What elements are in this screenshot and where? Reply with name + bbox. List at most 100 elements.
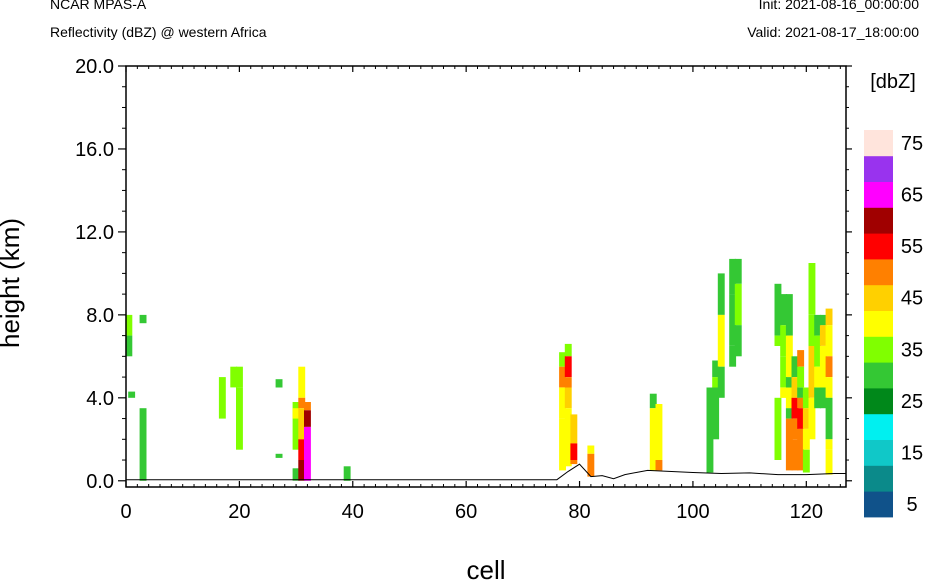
reflectivity-cell <box>808 397 816 440</box>
reflectivity-cell <box>712 360 720 378</box>
reflectivity-cell <box>819 387 827 409</box>
reflectivity-cell <box>825 439 833 450</box>
reflectivity-cell <box>655 460 663 471</box>
y-tick-label: 20.0 <box>75 56 114 78</box>
reflectivity-cell <box>729 346 737 367</box>
reflectivity-cell <box>298 408 306 440</box>
reflectivity-cell <box>717 314 725 367</box>
reflectivity-cell <box>797 387 805 398</box>
reflectivity-cell <box>343 466 351 481</box>
reflectivity-cell <box>780 294 788 326</box>
y-axis-label: height (km) <box>0 218 25 348</box>
reflectivity-cell <box>125 335 133 357</box>
y-tick-label: 4.0 <box>86 388 114 410</box>
axes: 0 20 40 60 80 100 120 0.0 4.0 8.0 12.0 16.0 20.0 <box>75 56 852 523</box>
reflectivity-cells <box>125 258 833 481</box>
reflectivity-cell <box>791 439 799 471</box>
colorbar-tick-label: 75 <box>901 133 923 155</box>
colorbar-swatch <box>864 465 893 492</box>
x-axis-label: cell <box>466 555 505 580</box>
reflectivity-cell <box>808 263 816 315</box>
model-title: NCAR MPAS-A <box>50 0 147 12</box>
colorbar-tick-label: 5 <box>906 494 917 516</box>
reflectivity-cell <box>819 346 827 388</box>
reflectivity-cell <box>774 283 782 336</box>
terrain <box>126 463 846 481</box>
reflectivity-cell <box>825 377 833 398</box>
colorbar-tick-label: 25 <box>901 391 923 413</box>
init-time: Init: 2021-08-16_00:00:00 <box>758 0 919 12</box>
colorbar-tick-label: 15 <box>901 443 923 465</box>
reflectivity-cell <box>275 379 283 388</box>
reflectivity-cell <box>780 387 788 398</box>
reflectivity-cell <box>797 350 805 367</box>
reflectivity-cell <box>587 445 595 454</box>
reflectivity-cell <box>802 408 810 429</box>
plot-frame <box>125 65 847 488</box>
colorbar-swatch <box>864 413 893 440</box>
reflectivity-cell <box>785 294 793 336</box>
reflectivity-cell <box>785 335 793 378</box>
reflectivity-cell <box>717 366 725 398</box>
x-tick-label: 100 <box>676 501 709 523</box>
reflectivity-cell <box>717 273 725 315</box>
colorbar-swatch <box>864 130 893 157</box>
reflectivity-cell <box>298 366 306 398</box>
reflectivity-cell <box>785 428 793 471</box>
colorbar: 5 15 25 35 45 55 65 75 <box>864 130 923 518</box>
reflectivity-cell <box>292 468 300 481</box>
reflectivity-cell <box>734 283 742 326</box>
reflectivity-cell <box>712 387 720 440</box>
x-tick-label: 120 <box>790 501 823 523</box>
reflectivity-cell <box>236 387 243 450</box>
reflectivity-cell <box>791 418 799 440</box>
valid-time: Valid: 2021-08-17_18:00:00 <box>747 24 919 40</box>
reflectivity-cell <box>275 453 283 458</box>
colorbar-tick-label: 65 <box>901 185 923 207</box>
reflectivity-cell <box>729 258 737 295</box>
reflectivity-cell <box>304 426 311 481</box>
x-tick-label: 80 <box>568 501 590 523</box>
reflectivity-cell <box>218 377 226 419</box>
reflectivity-cell <box>785 408 793 419</box>
colorbar-swatch <box>864 388 893 415</box>
x-tick-label: 60 <box>455 501 477 523</box>
reflectivity-cell <box>791 377 799 398</box>
reflectivity-cell <box>570 460 578 465</box>
reflectivity-cell <box>814 366 822 388</box>
reflectivity-cell <box>791 356 799 377</box>
reflectivity-cell <box>564 387 572 409</box>
reflectivity-cell <box>128 391 136 398</box>
x-tick-label: 20 <box>228 501 250 523</box>
reflectivity-cell <box>564 408 572 467</box>
colorbar-swatch <box>864 336 893 363</box>
reflectivity-cell <box>780 356 788 388</box>
reflectivity-cell <box>139 314 147 324</box>
reflectivity-cell <box>825 397 833 440</box>
colorbar-swatch <box>864 155 893 182</box>
field-subtitle: Reflectivity (dBZ) @ western Africa <box>50 24 267 40</box>
reflectivity-cell <box>802 428 810 450</box>
reflectivity-cell <box>785 418 793 429</box>
reflectivity-cell <box>729 294 737 346</box>
reflectivity-cell <box>808 346 816 398</box>
reflectivity-cell <box>139 408 147 481</box>
reflectivity-cell <box>774 335 782 346</box>
reflectivity-cell <box>292 402 300 450</box>
colorbar-swatch <box>864 259 893 286</box>
reflectivity-cell <box>825 356 833 377</box>
reflectivity-cell <box>814 314 822 336</box>
reflectivity-cell <box>797 366 805 388</box>
reflectivity-cell <box>802 449 810 473</box>
reflectivity-cell <box>819 314 827 326</box>
reflectivity-cell <box>236 366 243 388</box>
colorbar-swatch <box>864 491 893 518</box>
reflectivity-cell <box>825 308 833 326</box>
reflectivity-cell <box>559 352 566 367</box>
reflectivity-cell <box>298 397 306 409</box>
reflectivity-cell <box>125 314 133 336</box>
reflectivity-cell <box>802 387 810 409</box>
y-tick-label: 0.0 <box>86 471 114 493</box>
reflectivity-cell <box>808 314 816 346</box>
reflectivity-cell <box>587 453 595 477</box>
